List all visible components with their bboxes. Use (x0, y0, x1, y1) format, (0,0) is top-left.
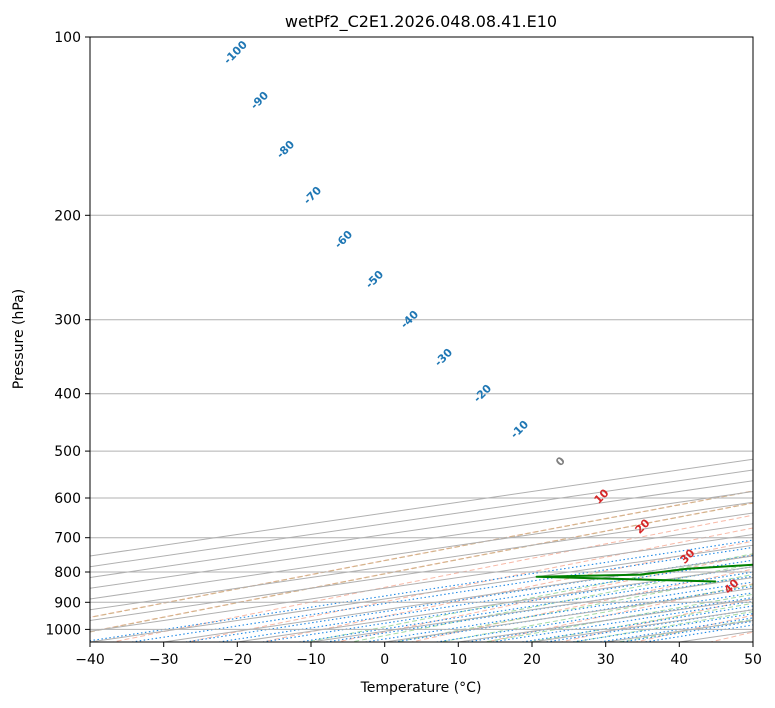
x-axis-ticks: −40 −30 −20 −10 0 10 20 30 40 50 (75, 642, 762, 668)
isotherm-line (90, 523, 753, 622)
skewed-isotherms (90, 458, 753, 642)
x-tick-label: 40 (670, 652, 688, 668)
y-tick-label: 400 (54, 387, 81, 403)
y-tick-label: 900 (54, 595, 81, 611)
x-tick-label: 10 (449, 652, 467, 668)
isotherm-line (90, 501, 753, 600)
x-tick-label: 50 (744, 652, 762, 668)
mixing-ratio-lines (90, 539, 753, 642)
mixing-ratio-line (182, 554, 753, 642)
y-axis-label: Pressure (hPa) (11, 289, 27, 389)
y-tick-label: 300 (54, 313, 81, 329)
isotherm-line (90, 458, 753, 557)
plot-frame (89, 36, 754, 643)
isotherm-line (90, 533, 753, 632)
x-tick-label: −20 (223, 652, 253, 668)
mixing-ratio-line (128, 546, 753, 642)
mixing-ratio-line (215, 559, 753, 642)
mixing-ratio-line (569, 613, 753, 642)
y-tick-label: 1000 (45, 622, 81, 638)
y-tick-label: 100 (54, 30, 81, 46)
y-tick-label: 800 (54, 565, 81, 581)
chart-title: wetPf2_C2E1.2026.048.08.41.E10 (285, 12, 557, 32)
y-tick-label: 200 (54, 208, 81, 224)
mixing-ratio-line (542, 609, 753, 642)
x-tick-label: 0 (380, 652, 389, 668)
y-tick-label: 500 (54, 444, 81, 460)
x-tick-label: −10 (296, 652, 326, 668)
mixing-ratio-line (90, 539, 753, 642)
mixing-ratio-line (259, 566, 753, 642)
x-tick-label: 20 (523, 652, 541, 668)
mixing-ratio-line (596, 617, 753, 642)
y-axis-ticks: 100 200 300 400 500 600 700 800 900 1000 (45, 30, 90, 638)
isotherm-line (90, 480, 753, 578)
isotherm-line (90, 469, 753, 568)
y-tick-label: 700 (54, 531, 81, 547)
x-tick-label: −30 (149, 652, 179, 668)
x-tick-label: −40 (75, 652, 105, 668)
x-tick-label: 30 (597, 652, 615, 668)
isotherm-line (90, 512, 753, 611)
y-tick-label: 600 (54, 491, 81, 507)
x-axis-label: Temperature (°C) (360, 680, 482, 696)
isotherm-line (90, 490, 753, 589)
